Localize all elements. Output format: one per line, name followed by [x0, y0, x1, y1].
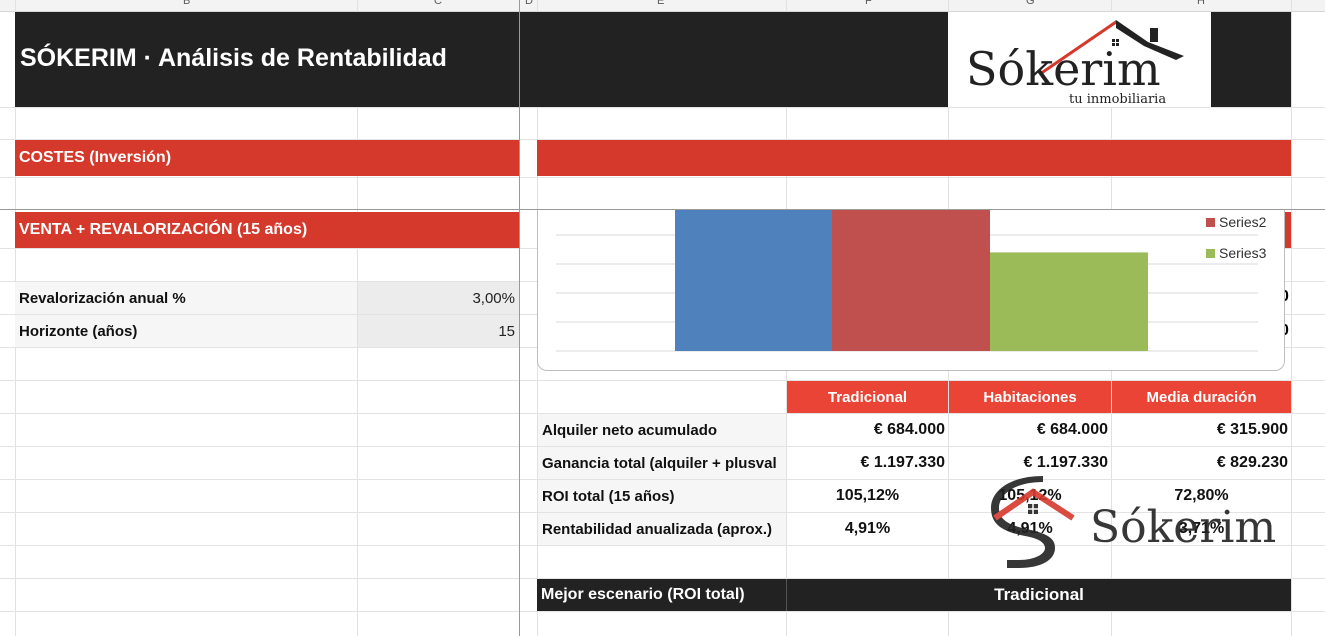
gridline — [0, 545, 1325, 546]
column-letter-h[interactable]: H — [1197, 0, 1205, 7]
table-cell[interactable]: 4,91% — [1007, 520, 1053, 537]
logo-tagline: tu inmobiliaria — [1069, 92, 1167, 107]
input-value-revalorizacion[interactable]: 3,00% — [358, 282, 519, 314]
best-scenario-label: Mejor escenario (ROI total) — [541, 586, 745, 603]
table-cell[interactable]: € 829.230 — [1216, 454, 1288, 471]
house-roof-icon — [1039, 20, 1184, 76]
column-header-bar — [0, 0, 1325, 12]
chart-bar-series1[interactable] — [675, 208, 832, 351]
column-letter-c[interactable]: C — [434, 0, 442, 7]
table-header-tradicional: Tradicional — [787, 381, 948, 413]
gridline — [0, 380, 1325, 381]
costes-section-title: COSTES (Inversión) — [19, 149, 172, 166]
gridline — [0, 479, 1325, 480]
chart-area[interactable]: Series2 Series3 — [537, 208, 1285, 371]
section-bar-right — [537, 140, 1291, 176]
table-cell[interactable]: € 1.197.330 — [860, 454, 945, 471]
bar-chart — [556, 208, 1258, 352]
best-scenario-bar — [537, 579, 1291, 611]
gridline — [0, 139, 1325, 140]
best-scenario-value[interactable]: Tradicional — [994, 585, 1084, 604]
input-label-horizonte: Horizonte (años) — [15, 315, 357, 347]
freeze-pane-horizontal — [0, 209, 1325, 210]
best-scenario-divider — [786, 579, 787, 611]
logo-brand: Sókerim — [966, 42, 1161, 96]
venta-section-title: VENTA + REVALORIZACIÓN (15 años) — [19, 221, 308, 238]
gridline — [0, 611, 1325, 612]
gridline — [0, 512, 1325, 513]
legend-swatch-series3 — [1206, 248, 1215, 258]
table-cell[interactable]: € 315.900 — [1216, 421, 1288, 438]
table-row-label: ROI total (15 años) — [538, 480, 786, 512]
costes-section-bar — [15, 140, 520, 176]
column-letter-g[interactable]: G — [1026, 0, 1035, 7]
freeze-pane-vertical — [519, 0, 520, 636]
table-cell[interactable]: 105,12% — [998, 487, 1062, 504]
gridline — [1291, 0, 1292, 636]
table-cell[interactable]: 3,71% — [1178, 520, 1225, 537]
gridline — [357, 0, 358, 636]
legend-label-series3: Series3 — [1219, 245, 1267, 261]
legend-label-series2: Series2 — [1219, 214, 1267, 230]
legend-swatch-series2 — [1206, 217, 1215, 227]
legend-item-series3: Series3 — [1206, 245, 1266, 261]
chart-bar-series3[interactable] — [990, 252, 1148, 351]
page-title: SÓKERIM · Análisis de Rentabilidad — [20, 44, 447, 72]
table-row-label: Alquiler neto acumulado — [538, 414, 786, 446]
gridline — [0, 446, 1325, 447]
column-letter-b[interactable]: B — [183, 0, 191, 7]
table-cell[interactable]: € 684.000 — [873, 421, 945, 438]
input-value-horizonte[interactable]: 15 — [358, 315, 519, 347]
legend-item-series2: Series2 — [1206, 214, 1266, 230]
gridline — [0, 107, 1325, 108]
table-header-media-duracion: Media duración — [1112, 381, 1291, 413]
section-bar-right-edge — [1280, 212, 1291, 248]
table-header-habitaciones: Habitaciones — [949, 381, 1111, 413]
column-letter-e[interactable]: E — [657, 0, 665, 7]
venta-section-bar — [15, 212, 520, 248]
column-letter-d[interactable]: D — [525, 0, 533, 7]
input-label-revalorizacion: Revalorización anual % — [15, 282, 357, 314]
logo: Sókerim tu inmobiliaria — [948, 12, 1211, 107]
table-row-label: Rentabilidad anualizada (aprox.) — [538, 513, 786, 545]
table-cell[interactable]: 105,12% — [835, 487, 900, 504]
table-cell[interactable]: € 684.000 — [1036, 421, 1108, 438]
gridline — [0, 177, 1325, 178]
table-cell[interactable]: 4,91% — [844, 520, 891, 537]
column-letter-f[interactable]: F — [865, 0, 872, 7]
table-row-label: Ganancia total (alquiler + plusval — [538, 447, 786, 479]
gridline — [0, 578, 1325, 579]
table-cell[interactable]: € 1.197.330 — [1023, 454, 1108, 471]
table-cell[interactable]: 72,80% — [1174, 487, 1229, 504]
gridline — [0, 413, 1325, 414]
chart-bar-series2[interactable] — [832, 208, 990, 351]
